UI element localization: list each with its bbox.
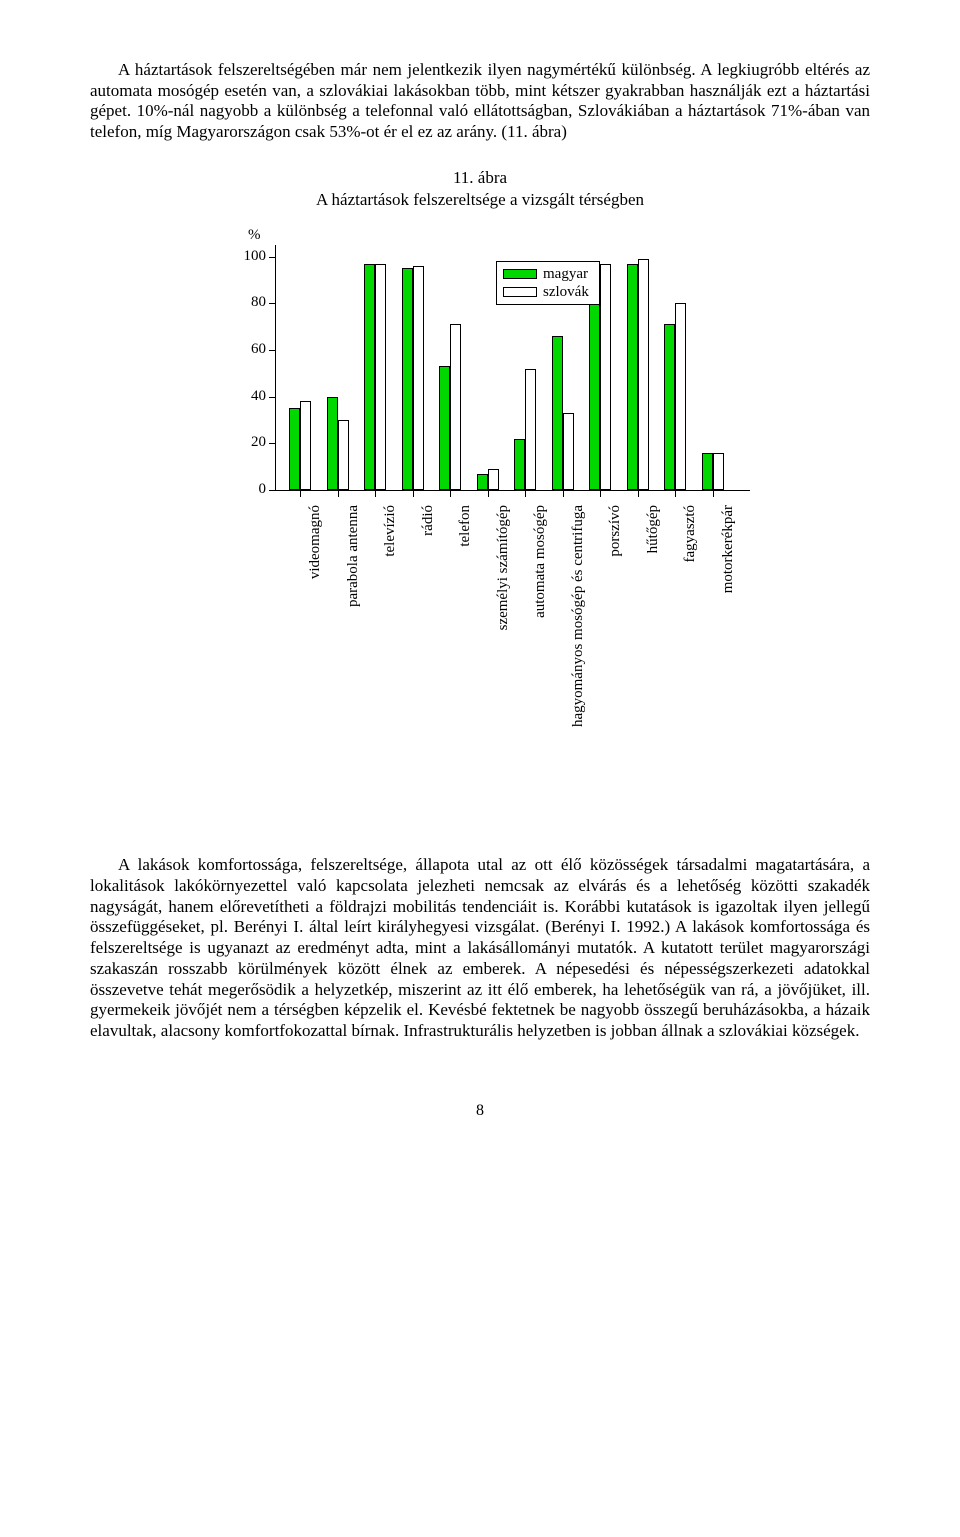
- x-axis-tick: [675, 491, 676, 497]
- bar-magyar: [552, 336, 563, 490]
- y-axis-tick-label: 100: [226, 248, 266, 265]
- x-axis-label: hűtőgép: [645, 505, 662, 805]
- caption-line-2: A háztartások felszereltsége a vizsgált …: [316, 190, 644, 209]
- legend-item: szlovák: [503, 283, 589, 301]
- bar-magyar: [664, 324, 675, 490]
- x-axis-tick: [713, 491, 714, 497]
- plot-area: magyarszlovák: [275, 245, 750, 490]
- bar-szlovak: [413, 266, 424, 490]
- bar-magyar: [627, 264, 638, 490]
- bar-magyar: [289, 408, 300, 490]
- bar-szlovak: [338, 420, 349, 490]
- x-axis-label: automata mosógép: [532, 505, 549, 805]
- x-axis-tick: [600, 491, 601, 497]
- x-axis-label: fagyasztó: [682, 505, 699, 805]
- y-axis-tick: [269, 257, 275, 258]
- y-axis-tick-label: 0: [226, 481, 266, 498]
- y-axis-tick-label: 20: [226, 434, 266, 451]
- x-axis-label: telefon: [457, 505, 474, 805]
- x-axis-tick: [338, 491, 339, 497]
- y-axis-tick-label: 60: [226, 341, 266, 358]
- bar-szlovak: [450, 324, 461, 490]
- x-axis-label: motorkerékpár: [720, 505, 737, 805]
- x-axis-labels: videomagnó parabola antenna televízió rádió…: [275, 505, 750, 815]
- y-axis-tick: [269, 303, 275, 304]
- x-axis-label: hagyományos mosógép és centrifuga: [570, 505, 587, 805]
- figure-caption: 11. ábra A háztartások felszereltsége a …: [90, 167, 870, 211]
- bar-magyar: [514, 439, 525, 490]
- bar-chart: % 0 20 40 60 80 100 magyarszlovák videomagnó p…: [200, 225, 760, 815]
- x-axis-label: porszívó: [607, 505, 624, 805]
- y-axis-tick: [269, 443, 275, 444]
- bar-magyar: [439, 366, 450, 490]
- x-axis-tick: [525, 491, 526, 497]
- y-axis-unit: %: [248, 227, 261, 244]
- page-number: 8: [90, 1102, 870, 1120]
- bar-szlovak: [300, 401, 311, 490]
- x-axis-line: [275, 490, 750, 491]
- x-axis-tick: [450, 491, 451, 497]
- y-axis-tick: [269, 490, 275, 491]
- bar-szlovak: [488, 469, 499, 490]
- bar-szlovak: [563, 413, 574, 490]
- bar-magyar: [327, 397, 338, 490]
- caption-line-1: 11. ábra: [453, 168, 507, 187]
- bar-szlovak: [638, 259, 649, 490]
- x-axis-label: videomagnó: [307, 505, 324, 805]
- bar-szlovak: [713, 453, 724, 490]
- x-axis-tick: [563, 491, 564, 497]
- chart-legend: magyarszlovák: [496, 261, 600, 305]
- bar-magyar: [402, 268, 413, 490]
- y-axis-tick-label: 80: [226, 294, 266, 311]
- legend-swatch: [503, 287, 537, 297]
- y-axis-tick: [269, 350, 275, 351]
- x-axis-tick: [413, 491, 414, 497]
- x-axis-label: televízió: [382, 505, 399, 805]
- bar-magyar: [364, 264, 375, 490]
- x-axis-tick: [300, 491, 301, 497]
- x-axis-label: személyi számítógép: [495, 505, 512, 805]
- x-axis-tick: [638, 491, 639, 497]
- bar-szlovak: [375, 264, 386, 490]
- legend-swatch: [503, 269, 537, 279]
- y-axis-tick: [269, 397, 275, 398]
- body-paragraph: A lakások komfortossága, felszereltsége,…: [90, 855, 870, 1042]
- x-axis-tick: [375, 491, 376, 497]
- bar-szlovak: [675, 303, 686, 490]
- legend-item: magyar: [503, 265, 589, 283]
- y-axis-line: [275, 245, 276, 490]
- bar-magyar: [702, 453, 713, 490]
- legend-label: szlovák: [543, 283, 589, 301]
- intro-paragraph: A háztartások felszereltségében már nem …: [90, 60, 870, 143]
- x-axis-label: parabola antenna: [345, 505, 362, 805]
- x-axis-label: rádió: [420, 505, 437, 805]
- bar-magyar: [589, 303, 600, 490]
- y-axis-tick-label: 40: [226, 388, 266, 405]
- x-axis-tick: [488, 491, 489, 497]
- bar-szlovak: [600, 264, 611, 490]
- bar-magyar: [477, 474, 488, 490]
- bar-szlovak: [525, 369, 536, 490]
- legend-label: magyar: [543, 265, 588, 283]
